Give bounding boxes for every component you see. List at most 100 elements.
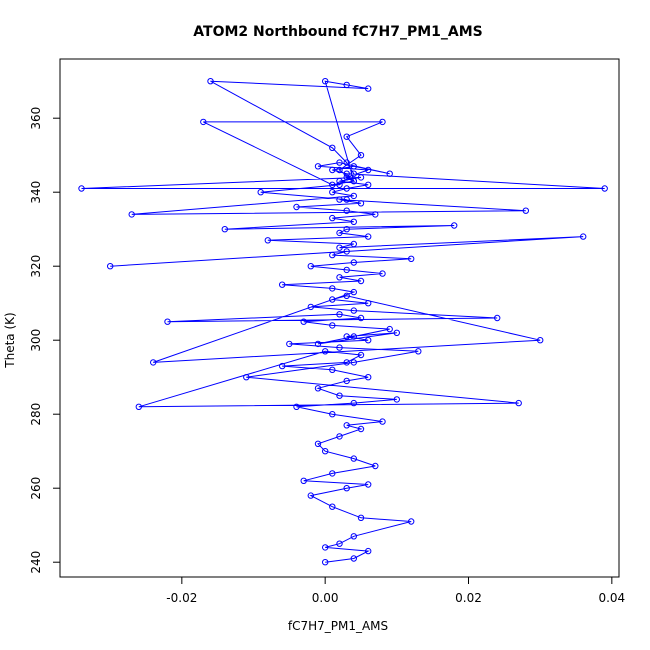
data-point: [365, 181, 372, 189]
chart-title: ATOM2 Northbound fC7H7_PM1_AMS: [193, 24, 482, 40]
data-point: [150, 359, 157, 366]
data-point: [164, 318, 171, 325]
data-point: [329, 366, 336, 373]
data-point: [78, 185, 85, 192]
data-point: [379, 270, 386, 277]
data-point: [522, 207, 529, 214]
data-point: [307, 492, 314, 499]
data-layer: [78, 78, 608, 566]
y-tick-label: 360: [29, 107, 43, 130]
plot-frame: [59, 58, 620, 578]
data-point: [494, 314, 501, 322]
series-0: [78, 78, 608, 566]
data-point: [329, 322, 336, 329]
data-point: [379, 418, 386, 425]
y-tick-label: 280: [29, 403, 43, 426]
x-tick-label: 0.04: [598, 591, 625, 605]
data-point: [601, 185, 608, 192]
data-point: [221, 226, 229, 233]
data-point: [336, 229, 343, 237]
data-point: [357, 314, 365, 322]
data-point: [293, 403, 300, 410]
data-point: [386, 325, 393, 333]
data-point: [322, 78, 329, 85]
data-point: [279, 281, 286, 288]
data-point: [343, 377, 350, 385]
data-point: [286, 340, 293, 348]
data-point: [343, 174, 350, 181]
data-point: [343, 133, 350, 140]
data-point: [357, 152, 365, 159]
data-point: [365, 300, 372, 307]
data-point: [350, 455, 357, 462]
data-point: [336, 166, 343, 174]
data-point: [300, 477, 307, 484]
data-point: [408, 255, 415, 262]
data-point: [329, 296, 336, 303]
data-point: [350, 259, 357, 266]
data-point: [300, 318, 307, 325]
data-point: [343, 159, 350, 166]
data-point: [386, 170, 393, 177]
data-point: [350, 288, 357, 296]
data-point: [314, 163, 322, 170]
data-point: [322, 448, 329, 455]
data-point: [336, 159, 343, 166]
data-point: [350, 533, 357, 540]
data-point: [307, 263, 314, 270]
data-point: [350, 170, 357, 177]
data-point: [515, 399, 522, 407]
data-point: [329, 166, 336, 174]
y-tick-label: 340: [29, 181, 43, 204]
data-point: [343, 207, 350, 214]
data-point: [350, 333, 357, 340]
data-point: [580, 233, 587, 240]
data-point: [393, 329, 400, 336]
data-point: [343, 266, 350, 274]
data-point: [336, 433, 343, 440]
data-point: [322, 544, 329, 551]
data-point: [314, 440, 322, 447]
data-point: [357, 425, 365, 433]
data-point: [314, 340, 322, 348]
y-tick-label: 240: [29, 551, 43, 574]
x-tick-label: 0.00: [312, 591, 339, 605]
data-point: [336, 196, 343, 203]
data-point: [365, 233, 372, 240]
data-point: [329, 411, 336, 418]
data-point: [343, 422, 350, 429]
data-point: [128, 211, 135, 218]
data-point: [336, 181, 343, 189]
data-point: [350, 177, 357, 185]
data-point: [350, 359, 357, 366]
data-point: [207, 78, 214, 85]
data-point: [365, 166, 372, 174]
data-point: [343, 81, 350, 89]
data-point: [336, 311, 343, 318]
data-point: [307, 303, 314, 311]
data-point: [343, 359, 350, 366]
data-point: [343, 185, 350, 192]
data-point: [329, 503, 336, 510]
data-point: [279, 362, 286, 370]
data-point: [372, 462, 379, 470]
data-point: [343, 248, 350, 255]
data-point: [329, 470, 336, 477]
data-point: [314, 385, 322, 392]
data-point: [350, 192, 357, 200]
data-point: [343, 226, 350, 233]
x-tick-label: 0.02: [455, 591, 482, 605]
data-point: [293, 203, 300, 211]
data-point: [257, 189, 264, 196]
data-point: [350, 555, 357, 562]
data-point: [336, 392, 343, 399]
data-point: [350, 307, 357, 314]
data-point: [322, 348, 329, 355]
data-point: [357, 351, 365, 359]
data-point: [200, 118, 207, 126]
data-point: [365, 85, 372, 92]
y-tick-label: 300: [29, 329, 43, 352]
y-axis-label: Theta (K): [3, 312, 17, 368]
x-axis: -0.02 0.00 0.02 0.04: [166, 577, 625, 605]
